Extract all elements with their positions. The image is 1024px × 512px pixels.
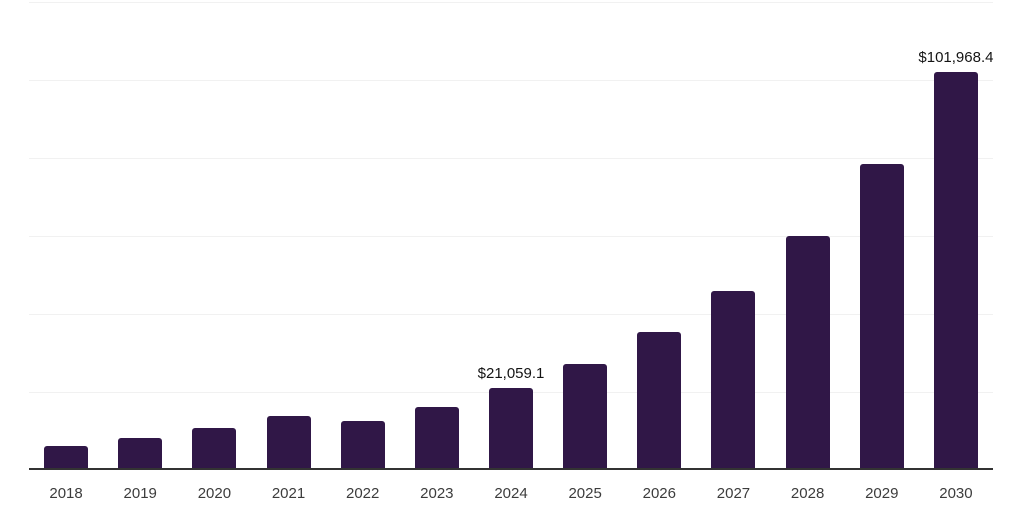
x-tick-label-2024: 2024 — [494, 485, 528, 502]
x-tick-label-2022: 2022 — [346, 485, 380, 502]
value-label-2030: $101,968.4 — [918, 49, 994, 67]
bar-2029 — [859, 163, 904, 470]
x-tick-label-2028: 2028 — [790, 485, 825, 502]
x-axis-line — [29, 468, 993, 470]
gridline — [29, 236, 993, 237]
plot-area: $21,059.1 $101,968.4 — [29, 2, 993, 470]
bar-2026 — [637, 331, 682, 470]
bar-2019 — [118, 438, 163, 470]
x-tick-label-2021: 2021 — [271, 485, 306, 502]
x-tick-label-2019: 2019 — [123, 485, 157, 502]
gridline — [29, 314, 993, 315]
value-label-2024: $21,059.1 — [477, 364, 545, 382]
x-tick-label-2029: 2029 — [865, 485, 899, 502]
bar-2028 — [785, 235, 830, 470]
bar-2024 — [489, 387, 533, 470]
gridline — [29, 2, 993, 3]
gridline — [29, 80, 993, 81]
bar-2018 — [44, 445, 89, 470]
x-tick-label-2020: 2020 — [197, 485, 232, 502]
gridline — [29, 158, 993, 159]
x-tick-label-2027: 2027 — [716, 485, 751, 502]
x-tick-label-2023: 2023 — [420, 485, 454, 502]
bar-2025 — [563, 363, 608, 470]
bar-2020 — [192, 428, 237, 470]
x-tick-label-2030: 2030 — [939, 485, 973, 502]
bar-2021 — [266, 415, 311, 470]
bar-2023 — [414, 406, 459, 470]
bar-2030 — [933, 72, 978, 470]
bar-2027 — [711, 290, 756, 470]
x-tick-label-2018: 2018 — [49, 485, 83, 502]
x-tick-label-2026: 2026 — [642, 485, 676, 502]
x-tick-label-2025: 2025 — [568, 485, 602, 502]
bar-2022 — [340, 420, 385, 470]
x-axis-labels: 2018 2019 2020 2021 2022 2023 2024 2025 2026 2027… — [29, 485, 993, 505]
